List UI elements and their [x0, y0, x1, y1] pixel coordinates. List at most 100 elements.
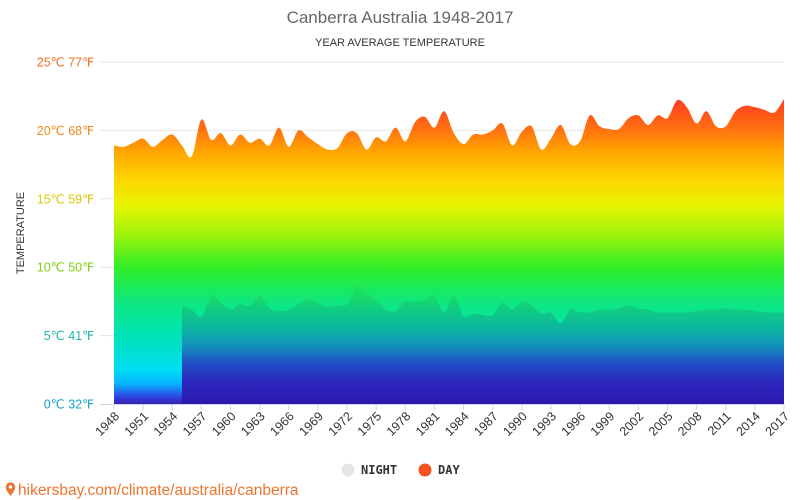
- night-point[interactable]: [518, 298, 525, 305]
- day-point[interactable]: [140, 135, 147, 142]
- night-point[interactable]: [382, 306, 389, 313]
- day-point[interactable]: [547, 135, 554, 142]
- day-point[interactable]: [314, 141, 321, 148]
- night-point[interactable]: [421, 297, 428, 304]
- day-point[interactable]: [577, 138, 584, 145]
- night-point[interactable]: [324, 303, 331, 310]
- night-point[interactable]: [713, 306, 720, 313]
- night-point[interactable]: [295, 301, 302, 308]
- night-point[interactable]: [198, 313, 205, 320]
- night-point[interactable]: [266, 305, 273, 312]
- day-point[interactable]: [344, 130, 351, 137]
- day-point[interactable]: [198, 116, 205, 123]
- day-point[interactable]: [674, 97, 681, 104]
- day-point[interactable]: [742, 102, 749, 109]
- day-point[interactable]: [276, 124, 283, 131]
- day-point[interactable]: [431, 124, 438, 131]
- day-point[interactable]: [460, 141, 467, 148]
- night-point[interactable]: [334, 302, 341, 309]
- day-point[interactable]: [208, 136, 215, 143]
- night-point[interactable]: [781, 309, 788, 316]
- night-point[interactable]: [256, 292, 263, 299]
- day-point[interactable]: [353, 130, 360, 137]
- night-point[interactable]: [577, 309, 584, 316]
- night-point[interactable]: [431, 292, 438, 299]
- day-point[interactable]: [402, 138, 409, 145]
- day-point[interactable]: [645, 121, 652, 128]
- day-point[interactable]: [178, 142, 185, 149]
- night-point[interactable]: [703, 306, 710, 313]
- day-point[interactable]: [227, 142, 234, 149]
- night-point[interactable]: [450, 292, 457, 299]
- day-point[interactable]: [324, 146, 331, 153]
- day-point[interactable]: [470, 131, 477, 138]
- day-point[interactable]: [703, 108, 710, 115]
- day-point[interactable]: [635, 112, 642, 119]
- night-point[interactable]: [615, 305, 622, 312]
- night-point[interactable]: [305, 295, 312, 302]
- day-point[interactable]: [596, 123, 603, 130]
- day-point[interactable]: [130, 139, 137, 146]
- day-point[interactable]: [421, 113, 428, 120]
- night-point[interactable]: [674, 309, 681, 316]
- night-point[interactable]: [208, 292, 215, 299]
- day-point[interactable]: [188, 153, 195, 160]
- night-point[interactable]: [412, 298, 419, 305]
- night-point[interactable]: [460, 313, 467, 320]
- day-point[interactable]: [412, 119, 419, 126]
- day-point[interactable]: [781, 95, 788, 102]
- night-point[interactable]: [353, 283, 360, 290]
- day-point[interactable]: [363, 146, 370, 153]
- night-point[interactable]: [188, 306, 195, 313]
- night-point[interactable]: [654, 309, 661, 316]
- day-point[interactable]: [217, 130, 224, 137]
- day-point[interactable]: [683, 104, 690, 111]
- day-point[interactable]: [761, 106, 768, 113]
- night-point[interactable]: [285, 306, 292, 313]
- night-point[interactable]: [664, 309, 671, 316]
- day-point[interactable]: [159, 136, 166, 143]
- day-point[interactable]: [120, 143, 127, 150]
- night-point[interactable]: [276, 307, 283, 314]
- night-point[interactable]: [693, 307, 700, 314]
- day-point[interactable]: [246, 139, 253, 146]
- night-point[interactable]: [227, 306, 234, 313]
- night-point[interactable]: [606, 306, 613, 313]
- day-point[interactable]: [111, 142, 118, 149]
- night-point[interactable]: [178, 302, 185, 309]
- night-point[interactable]: [392, 307, 399, 314]
- day-point[interactable]: [392, 124, 399, 131]
- day-point[interactable]: [479, 131, 486, 138]
- day-point[interactable]: [450, 130, 457, 137]
- day-point[interactable]: [373, 134, 380, 141]
- day-point[interactable]: [334, 145, 341, 152]
- day-point[interactable]: [625, 115, 632, 122]
- night-point[interactable]: [237, 301, 244, 308]
- night-point[interactable]: [499, 299, 506, 306]
- legend-item-day[interactable]: DAY: [418, 463, 461, 477]
- day-point[interactable]: [586, 112, 593, 119]
- night-point[interactable]: [742, 306, 749, 313]
- night-point[interactable]: [509, 306, 516, 313]
- day-point[interactable]: [518, 128, 525, 135]
- day-point[interactable]: [693, 120, 700, 127]
- night-point[interactable]: [479, 312, 486, 319]
- day-point[interactable]: [722, 123, 729, 130]
- night-point[interactable]: [547, 309, 554, 316]
- day-point[interactable]: [538, 146, 545, 153]
- night-point[interactable]: [314, 299, 321, 306]
- legend-item-night[interactable]: NIGHT: [341, 463, 398, 477]
- day-point[interactable]: [489, 127, 496, 134]
- night-point[interactable]: [538, 310, 545, 317]
- night-point[interactable]: [217, 299, 224, 306]
- day-point[interactable]: [169, 131, 176, 138]
- day-point[interactable]: [509, 142, 516, 149]
- day-point[interactable]: [732, 108, 739, 115]
- day-point[interactable]: [615, 126, 622, 133]
- day-point[interactable]: [771, 109, 778, 116]
- day-point[interactable]: [654, 112, 661, 119]
- day-point[interactable]: [499, 120, 506, 127]
- night-point[interactable]: [402, 298, 409, 305]
- night-point[interactable]: [625, 302, 632, 309]
- day-point[interactable]: [664, 115, 671, 122]
